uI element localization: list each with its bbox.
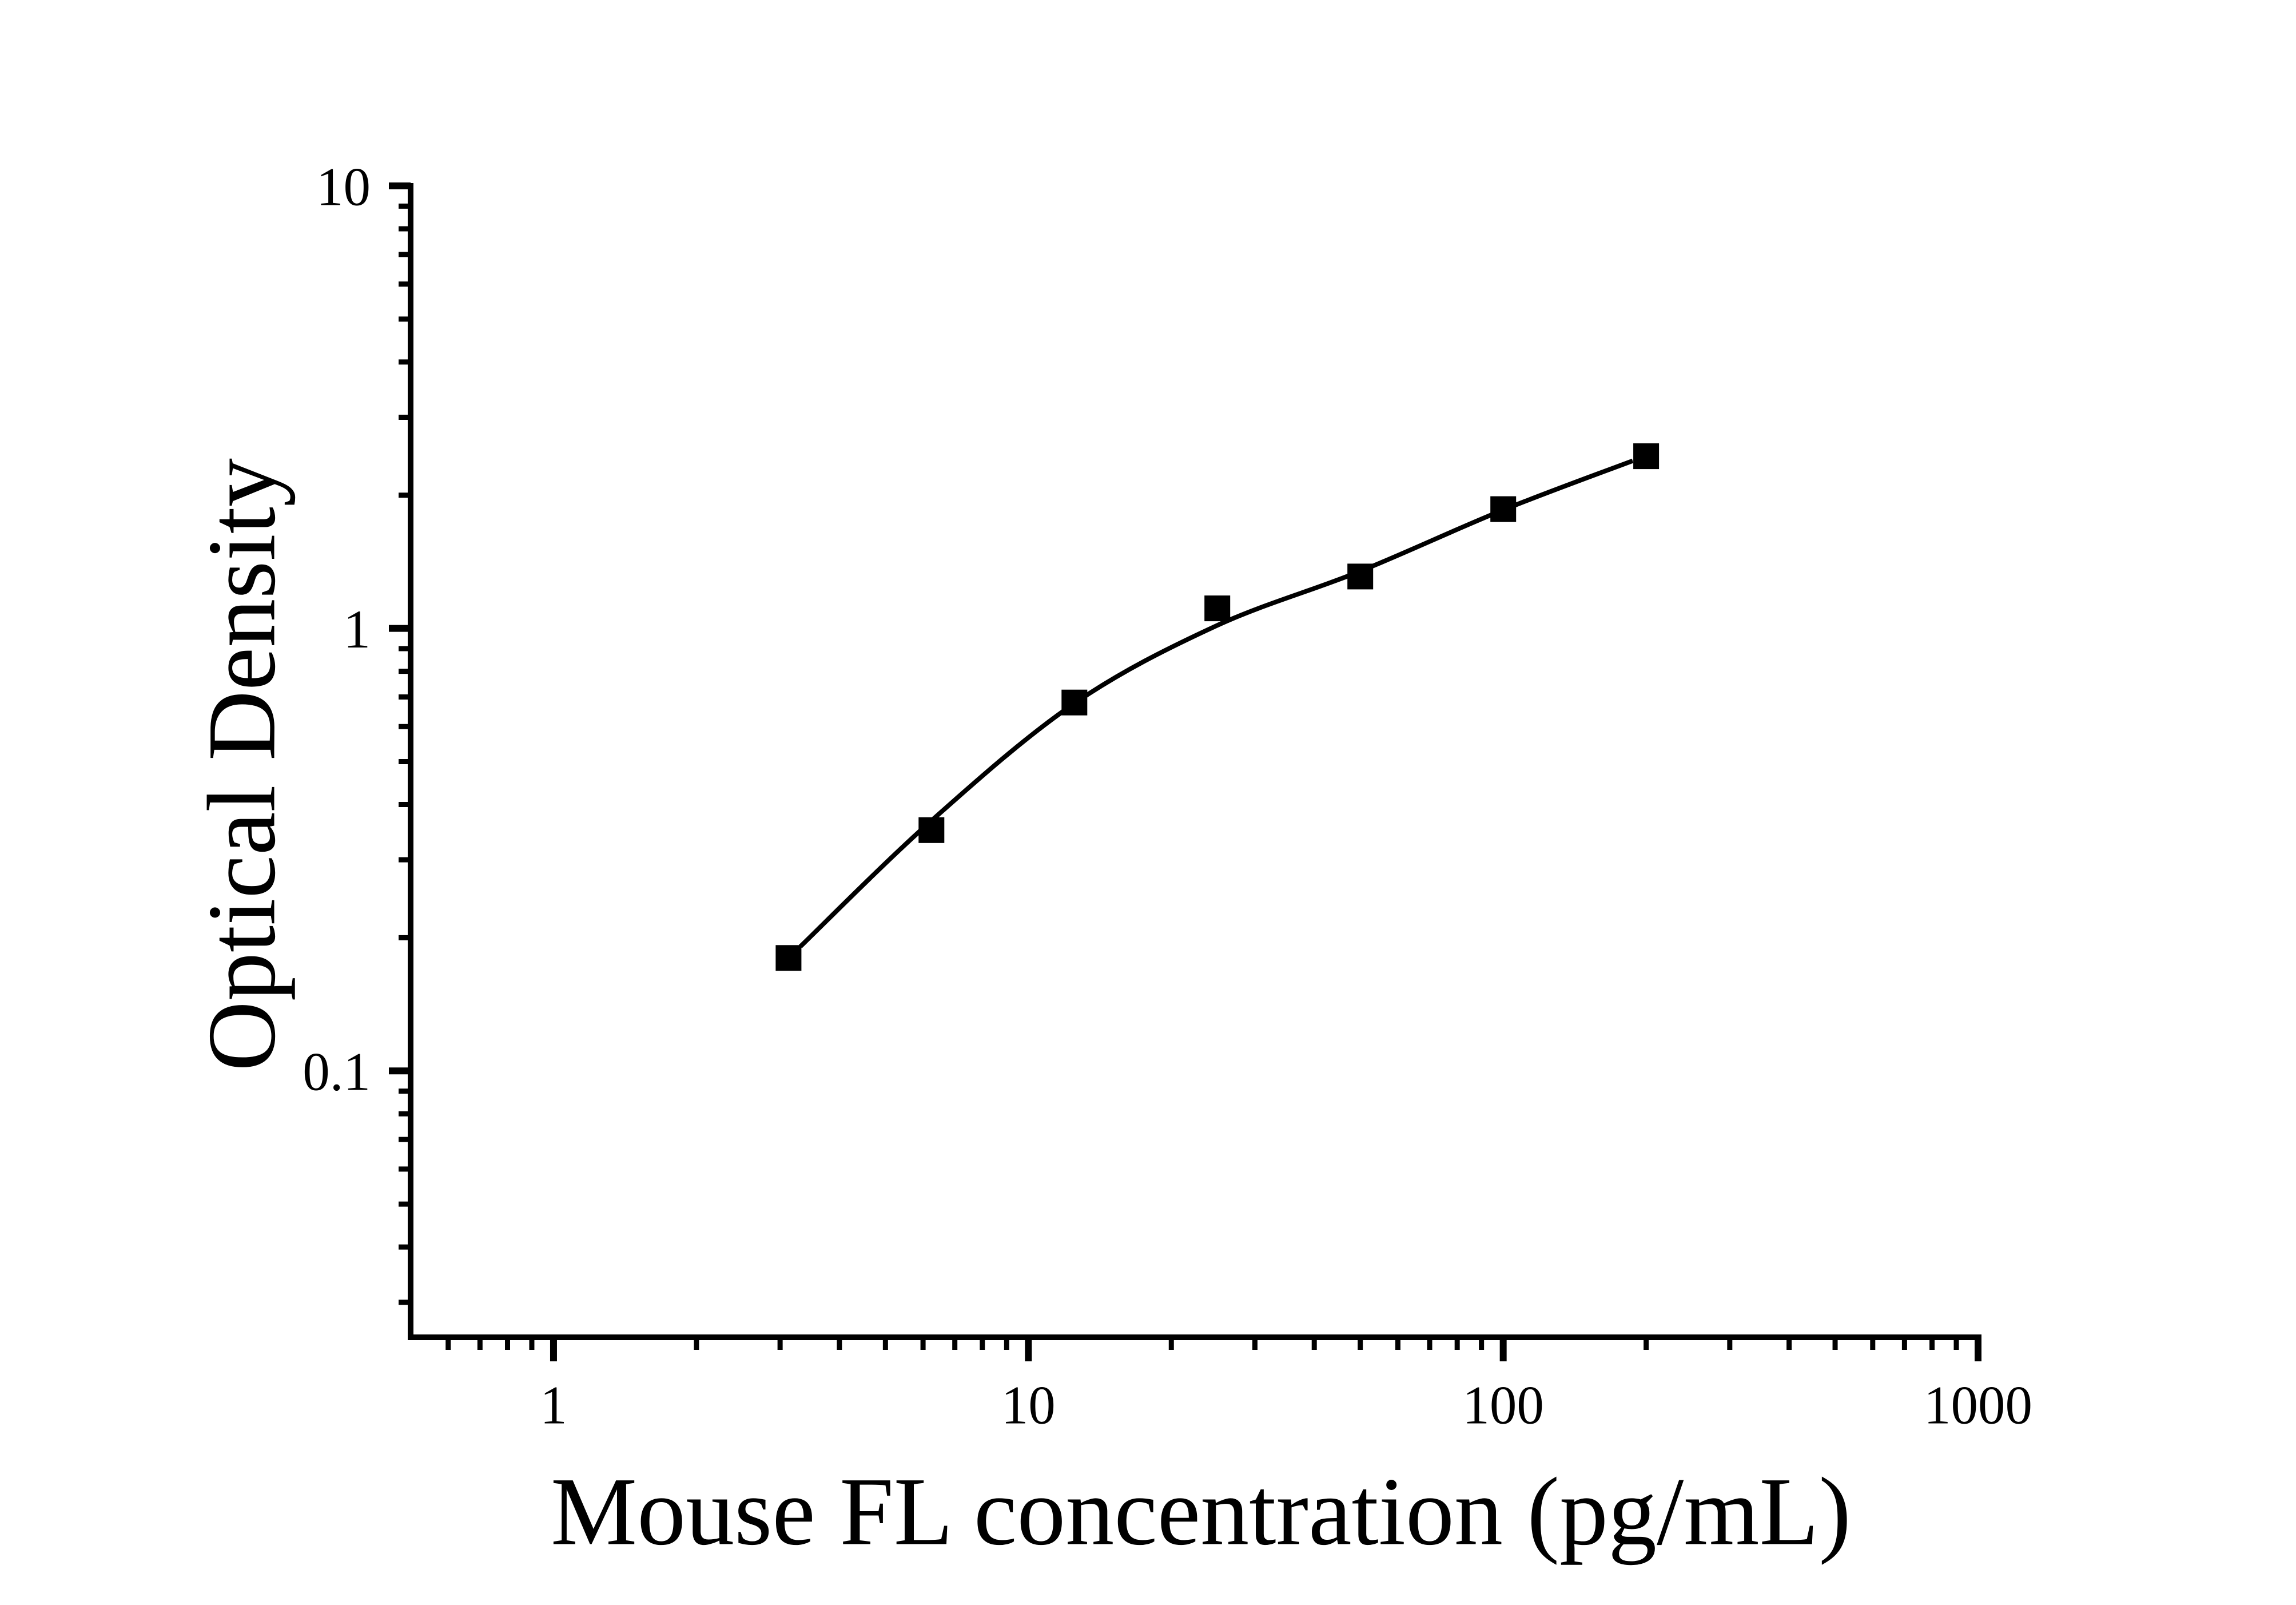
x-tick-label: 100 bbox=[1462, 1374, 1544, 1435]
x-tick-label: 1 bbox=[540, 1374, 567, 1435]
data-point-marker bbox=[1061, 689, 1088, 716]
x-axis-title: Mouse FL concentration (pg/mL) bbox=[551, 1458, 1851, 1566]
x-tick-label: 1000 bbox=[1924, 1374, 2032, 1435]
plot-layer: 1 10 100 1000 10 1 0.1 bbox=[303, 156, 2032, 1435]
x-tick-label: 10 bbox=[1001, 1374, 1056, 1435]
data-point-marker bbox=[918, 817, 945, 843]
y-tick-label: 10 bbox=[316, 156, 371, 217]
data-point-marker bbox=[1633, 443, 1660, 470]
data-point-marker bbox=[1490, 496, 1517, 522]
y-tick-label: 0.1 bbox=[303, 1041, 371, 1102]
data-point-marker bbox=[1347, 563, 1374, 590]
y-axis-title: Optical Density bbox=[188, 458, 296, 1071]
data-point-marker bbox=[1204, 595, 1231, 622]
data-point-marker bbox=[775, 945, 802, 971]
y-tick-label: 1 bbox=[344, 599, 371, 660]
